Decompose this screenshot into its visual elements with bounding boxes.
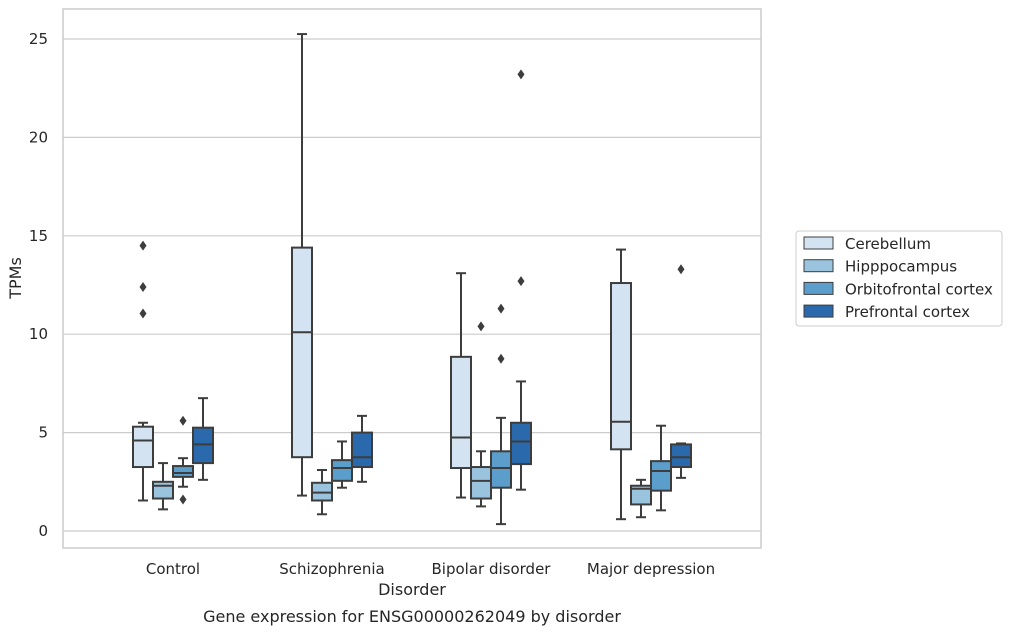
box-body (152, 480, 174, 500)
box-body (670, 443, 692, 469)
box (610, 248, 632, 521)
outlier-point (139, 240, 147, 251)
box-body (450, 355, 472, 470)
box (490, 303, 512, 526)
outlier-point (179, 415, 187, 426)
series-prefrontal-cortex (192, 69, 692, 491)
x-tick-label: Bipolar disorder (432, 560, 552, 578)
x-tick-labels: Control Schizophrenia Bipolar disorder Majo… (146, 560, 715, 578)
box (132, 240, 154, 502)
series-orbitofrontal-cortex (172, 303, 672, 526)
y-tick-label: 20 (29, 128, 48, 146)
box (670, 264, 692, 479)
legend-swatch (803, 281, 834, 295)
legend-swatch (803, 259, 834, 273)
box (450, 272, 472, 499)
box (331, 440, 353, 489)
y-tick-label: 15 (29, 227, 48, 245)
legend: Cerebellum Hipppocampus Orbitofrontal cort… (795, 230, 1003, 327)
box (311, 468, 333, 516)
box-body (172, 465, 194, 478)
x-axis-label: Disorder (378, 580, 446, 599)
box-body (650, 460, 672, 492)
x-tick-label: Major depression (587, 560, 715, 578)
box-body (132, 425, 154, 469)
outlier-point (517, 69, 525, 80)
box (351, 414, 373, 483)
box (172, 415, 194, 505)
outlier-point (517, 276, 525, 287)
outlier-point (139, 308, 147, 319)
box-body (630, 484, 652, 506)
box-body (490, 450, 512, 489)
y-tick-label: 25 (29, 30, 48, 48)
box-body (331, 459, 353, 482)
outlier-point (179, 494, 187, 505)
figure-caption: Gene expression for ENSG00000262049 by d… (203, 607, 621, 626)
y-tick-label: 10 (29, 325, 48, 343)
legend-label: Orbitofrontal cortex (845, 280, 993, 298)
legend-label: Hipppocampus (845, 258, 957, 276)
box-body (510, 421, 532, 466)
box-body (610, 282, 632, 451)
x-tick-label: Schizophrenia (279, 560, 384, 578)
box (510, 69, 532, 491)
outlier-point (477, 321, 485, 332)
box-body (291, 246, 313, 459)
grid-lines (63, 38, 761, 532)
box (650, 424, 672, 512)
outlier-point (677, 264, 685, 275)
series-cerebellum (132, 33, 632, 521)
legend-swatch (803, 236, 834, 250)
y-tick-label: 5 (38, 424, 48, 442)
legend-swatch (803, 304, 834, 318)
y-axis-label: TPMs (6, 257, 25, 300)
box (152, 462, 174, 511)
plot-frame (62, 8, 762, 549)
box (192, 397, 214, 481)
box (291, 33, 313, 497)
box-body (470, 466, 492, 500)
outlier-point (497, 303, 505, 314)
series-hipppocampus (152, 321, 652, 519)
y-tick-label: 0 (38, 522, 48, 540)
box-body (351, 431, 373, 469)
outlier-point (497, 353, 505, 364)
box (470, 321, 492, 508)
y-tick-labels: 0 5 10 15 20 25 (29, 30, 48, 540)
outlier-point (139, 281, 147, 292)
legend-label: Cerebellum (845, 235, 931, 253)
box (630, 478, 652, 519)
legend-frame (795, 230, 1003, 327)
box-series (132, 33, 692, 526)
legend-label: Prefrontal cortex (845, 303, 970, 321)
x-tick-label: Control (146, 560, 200, 578)
